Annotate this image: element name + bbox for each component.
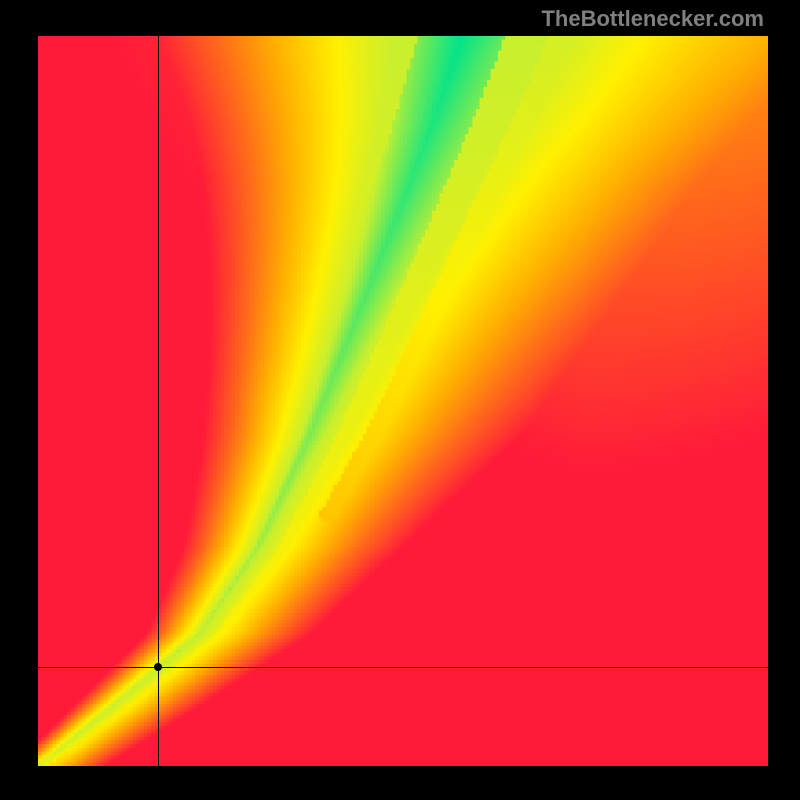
watermark-text: TheBottlenecker.com <box>541 6 764 32</box>
chart-container: TheBottlenecker.com <box>0 0 800 800</box>
crosshair-vertical <box>158 36 159 766</box>
crosshair-horizontal <box>38 667 768 668</box>
heatmap-canvas <box>38 36 768 766</box>
